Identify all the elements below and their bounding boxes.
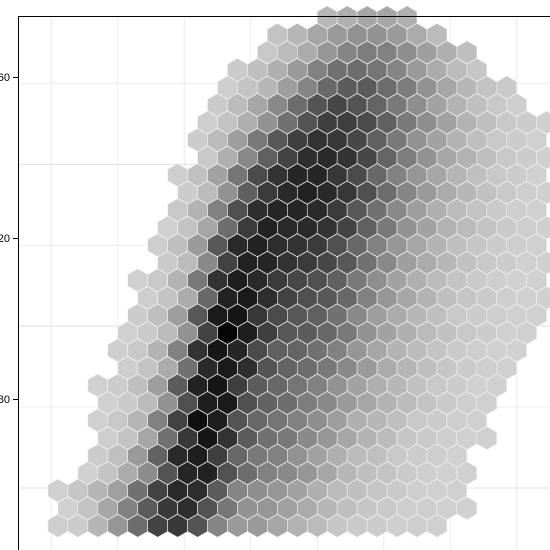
y-tick-label: 180: [0, 394, 10, 406]
hex-bin: [456, 40, 478, 65]
hex-bin: [536, 110, 550, 135]
y-tick-label: 120: [0, 233, 10, 245]
hex-cells: [47, 5, 550, 538]
hex-bin: [496, 75, 518, 100]
hex-bin: [396, 5, 418, 30]
hex-bin: [426, 23, 448, 47]
y-tick-label: 60: [0, 72, 10, 84]
y-axis: 60 120 180: [0, 16, 550, 550]
